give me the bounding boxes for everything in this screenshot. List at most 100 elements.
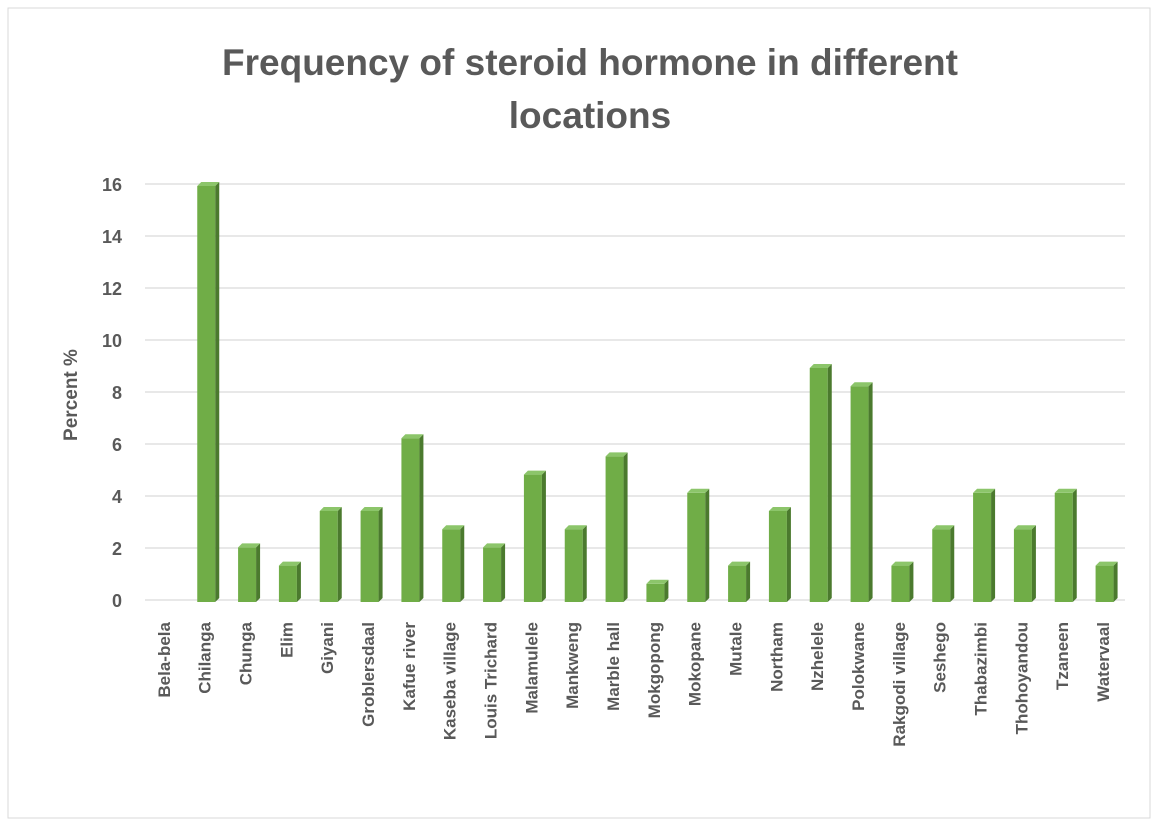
bar (768, 507, 791, 602)
bar-front (1095, 565, 1114, 602)
x-tick-label: Chunga (237, 621, 256, 685)
bar-front (1013, 529, 1032, 602)
bar-top (809, 364, 832, 368)
bar-front (401, 438, 420, 602)
x-tick-label: Thohoyandou (1012, 622, 1031, 734)
y-axis-label: Percent % (61, 349, 82, 441)
bar (891, 561, 914, 602)
bar-top (197, 182, 220, 186)
bar-top (442, 525, 465, 530)
y-tick-label: 4 (112, 487, 122, 507)
bar-side (786, 507, 791, 602)
bar (605, 452, 628, 602)
x-tick-label: Watervaal (1094, 622, 1113, 702)
bar-top (728, 561, 751, 566)
bar (483, 543, 506, 602)
bar-top (523, 470, 546, 475)
bar-side (868, 382, 873, 602)
bar-top (360, 507, 383, 511)
bar-front (238, 547, 257, 602)
bar-front (360, 511, 379, 602)
bar-top (687, 488, 710, 493)
bar (1095, 561, 1118, 602)
x-tick-label: Bela-bela (155, 621, 174, 697)
bar-side (746, 561, 751, 602)
x-tick-label: Marble hall (604, 622, 623, 711)
bar-front (850, 386, 869, 602)
bar-top (932, 525, 955, 530)
bar-side (256, 543, 261, 602)
x-tick-label: Mokgopong (645, 622, 664, 718)
bar-front (891, 565, 910, 602)
bar-side (378, 507, 383, 602)
bar-top (1095, 561, 1118, 566)
bar-front (442, 529, 461, 602)
x-tick-label: Seshego (931, 622, 950, 693)
bar (442, 525, 465, 602)
chart-title: Frequency of steroid hormone in differen… (222, 42, 958, 136)
bar-side (419, 434, 424, 602)
y-tick-label: 8 (112, 383, 122, 403)
x-tick-label: Louis Trichard (482, 622, 501, 739)
bar-side (1072, 488, 1077, 602)
bar-side (664, 579, 669, 602)
x-tick-label: Kafue river (400, 622, 419, 711)
bar-front (728, 565, 747, 602)
bar-top (483, 543, 506, 548)
bar-side (909, 561, 914, 602)
y-tick-label: 6 (112, 435, 122, 455)
bar (850, 382, 873, 602)
bar-front (687, 492, 706, 602)
bar-front (932, 529, 951, 602)
x-tick-label: Elim (277, 622, 296, 658)
bar (401, 434, 424, 602)
bar (360, 507, 383, 602)
x-tick-label: Thabazimbi (972, 622, 991, 716)
bar (564, 525, 587, 602)
bar-front (197, 186, 216, 602)
x-tick-label: Rakgodi village (890, 622, 909, 747)
y-tick-label: 2 (112, 539, 122, 559)
bar (932, 525, 955, 602)
bar-front (319, 511, 338, 602)
bar-top (891, 561, 914, 566)
bar-top (1013, 525, 1036, 530)
x-tick-label: Tzaneen (1053, 622, 1072, 690)
x-tick-label: Mutale (727, 622, 746, 676)
x-tick-label: Chilanga (196, 621, 215, 693)
bar-top (768, 507, 791, 511)
bar-side (582, 525, 587, 602)
bar-front (809, 368, 828, 602)
bar-top (850, 382, 873, 387)
y-tick-label: 16 (102, 175, 122, 195)
bar-side (541, 470, 546, 602)
bar-front (768, 511, 787, 602)
x-tick-label: Polokwane (849, 622, 868, 711)
bar (1054, 488, 1077, 602)
bar (197, 182, 220, 602)
x-tick-label: Mankweng (563, 622, 582, 709)
bar-front (973, 492, 992, 602)
bar-side (827, 364, 832, 602)
x-tick-label: Groblersdaal (359, 622, 378, 727)
y-tick-label: 14 (102, 227, 122, 247)
bar-side (215, 182, 220, 602)
bar-top (238, 543, 261, 548)
bar-top (605, 452, 628, 457)
bar-top (278, 561, 301, 566)
y-tick-label: 12 (102, 279, 122, 299)
x-tick-label: Kaseba village (441, 622, 460, 740)
bar-front (483, 547, 502, 602)
bar (973, 488, 996, 602)
bar-front (278, 565, 297, 602)
x-tick-label: Nzhelele (808, 622, 827, 691)
bar (809, 364, 832, 602)
bar-top (401, 434, 424, 439)
bar-side (337, 507, 342, 602)
bar (728, 561, 751, 602)
bar-side (623, 452, 628, 602)
x-tick-label: Giyani (318, 622, 337, 674)
bar-side (991, 488, 996, 602)
bar-front (1054, 492, 1073, 602)
y-tick-label: 0 (112, 591, 122, 611)
